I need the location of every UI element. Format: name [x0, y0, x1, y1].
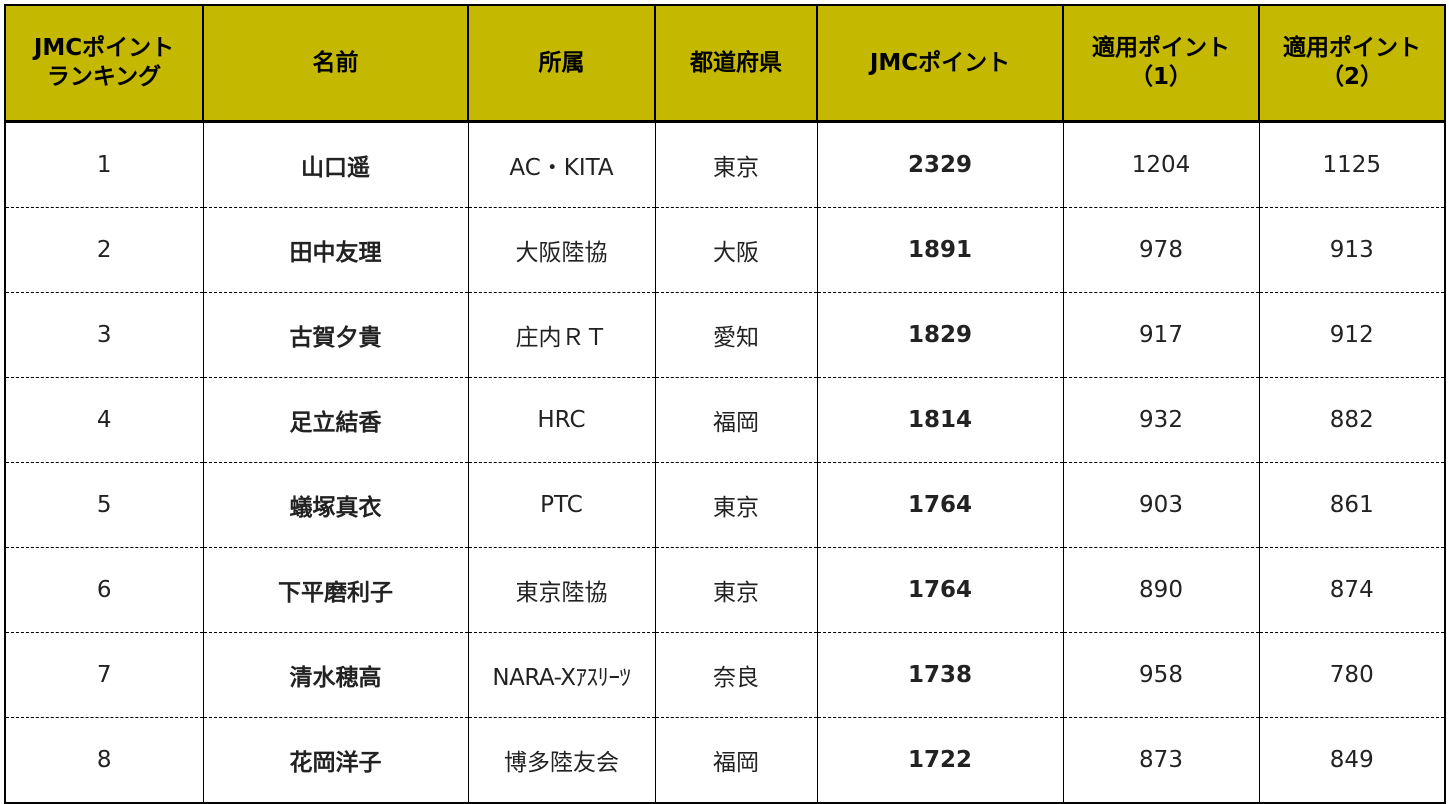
prefecture-cell: 福岡 — [654, 717, 818, 804]
applied-points-1-cell: 903 — [1062, 462, 1260, 548]
rank-cell: 2 — [4, 207, 204, 293]
rank-cell: 8 — [4, 717, 204, 804]
jmc-points-cell: 1738 — [816, 632, 1064, 718]
affiliation-cell: 庄内ＲＴ — [467, 292, 656, 378]
applied-points-2-cell: 912 — [1258, 292, 1446, 378]
rank-cell: 1 — [4, 121, 204, 208]
jmc-points-cell: 1764 — [816, 547, 1064, 633]
applied-points-2-cell: 874 — [1258, 547, 1446, 633]
header-prefecture: 都道府県 — [654, 4, 818, 123]
ranking-table-container: JMCポイント ランキング 名前 所属 都道府県 JMCポイント 適用ポイント … — [4, 4, 1446, 804]
affiliation-cell: 博多陸友会 — [467, 717, 656, 804]
affiliation-cell: 大阪陸協 — [467, 207, 656, 293]
name-cell: 清水穂高 — [202, 632, 469, 718]
table-row: 7 清水穂高 NARA-Xｱｽﾘｰﾂ 奈良 1738 958 780 — [4, 632, 1446, 718]
rank-cell: 4 — [4, 377, 204, 463]
header-rank-line2: ランキング — [46, 64, 162, 90]
jmc-points-cell: 1722 — [816, 717, 1064, 804]
header-name: 名前 — [202, 4, 469, 123]
name-cell: 蟻塚真衣 — [202, 462, 469, 548]
applied-points-2-cell: 882 — [1258, 377, 1446, 463]
applied-points-1-cell: 978 — [1062, 207, 1260, 293]
jmc-points-cell: 1814 — [816, 377, 1064, 463]
name-cell: 田中友理 — [202, 207, 469, 293]
table-row: 5 蟻塚真衣 PTC 東京 1764 903 861 — [4, 462, 1446, 548]
name-cell: 山口遥 — [202, 121, 469, 208]
affiliation-cell: AC・KITA — [467, 121, 656, 208]
header-affiliation: 所属 — [467, 4, 656, 123]
affiliation-cell: NARA-Xｱｽﾘｰﾂ — [467, 632, 656, 718]
jmc-points-cell: 1764 — [816, 462, 1064, 548]
prefecture-cell: 奈良 — [654, 632, 818, 718]
jmc-points-cell: 1891 — [816, 207, 1064, 293]
table-row: 3 古賀夕貴 庄内ＲＴ 愛知 1829 917 912 — [4, 292, 1446, 378]
header-rank-line1: JMCポイント — [33, 35, 175, 62]
applied-points-2-cell: 1125 — [1258, 121, 1446, 208]
affiliation-cell: PTC — [467, 462, 656, 548]
name-cell: 古賀夕貴 — [202, 292, 469, 378]
applied-points-1-cell: 890 — [1062, 547, 1260, 633]
applied-points-2-cell: 780 — [1258, 632, 1446, 718]
header-applied2-line1: 適用ポイント — [1283, 35, 1421, 62]
table-row: 6 下平磨利子 東京陸協 東京 1764 890 874 — [4, 547, 1446, 633]
name-cell: 足立結香 — [202, 377, 469, 463]
prefecture-cell: 東京 — [654, 462, 818, 548]
prefecture-cell: 大阪 — [654, 207, 818, 293]
rank-cell: 6 — [4, 547, 204, 633]
header-applied-points-1: 適用ポイント （1） — [1062, 4, 1260, 123]
prefecture-cell: 東京 — [654, 121, 818, 208]
applied-points-1-cell: 873 — [1062, 717, 1260, 804]
header-applied2-line2: （2） — [1320, 64, 1383, 90]
rank-cell: 7 — [4, 632, 204, 718]
header-applied1-line1: 適用ポイント — [1092, 35, 1230, 62]
prefecture-cell: 福岡 — [654, 377, 818, 463]
rank-cell: 3 — [4, 292, 204, 378]
prefecture-cell: 東京 — [654, 547, 818, 633]
jmc-points-cell: 2329 — [816, 121, 1064, 208]
table-row: 1 山口遥 AC・KITA 東京 2329 1204 1125 — [4, 121, 1446, 208]
header-rank: JMCポイント ランキング — [4, 4, 204, 123]
rank-cell: 5 — [4, 462, 204, 548]
header-jmc-points: JMCポイント — [816, 4, 1064, 123]
affiliation-cell: HRC — [467, 377, 656, 463]
header-applied-points-2: 適用ポイント （2） — [1258, 4, 1446, 123]
table-row: 4 足立結香 HRC 福岡 1814 932 882 — [4, 377, 1446, 463]
header-row: JMCポイント ランキング 名前 所属 都道府県 JMCポイント 適用ポイント … — [4, 4, 1446, 123]
applied-points-2-cell: 849 — [1258, 717, 1446, 804]
applied-points-1-cell: 958 — [1062, 632, 1260, 718]
ranking-table: JMCポイント ランキング 名前 所属 都道府県 JMCポイント 適用ポイント … — [4, 4, 1446, 804]
table-row: 8 花岡洋子 博多陸友会 福岡 1722 873 849 — [4, 717, 1446, 804]
applied-points-1-cell: 932 — [1062, 377, 1260, 463]
applied-points-1-cell: 1204 — [1062, 121, 1260, 208]
name-cell: 下平磨利子 — [202, 547, 469, 633]
header-applied1-line2: （1） — [1129, 64, 1192, 90]
applied-points-2-cell: 913 — [1258, 207, 1446, 293]
affiliation-cell: 東京陸協 — [467, 547, 656, 633]
name-cell: 花岡洋子 — [202, 717, 469, 804]
applied-points-1-cell: 917 — [1062, 292, 1260, 378]
prefecture-cell: 愛知 — [654, 292, 818, 378]
table-row: 2 田中友理 大阪陸協 大阪 1891 978 913 — [4, 207, 1446, 293]
applied-points-2-cell: 861 — [1258, 462, 1446, 548]
jmc-points-cell: 1829 — [816, 292, 1064, 378]
